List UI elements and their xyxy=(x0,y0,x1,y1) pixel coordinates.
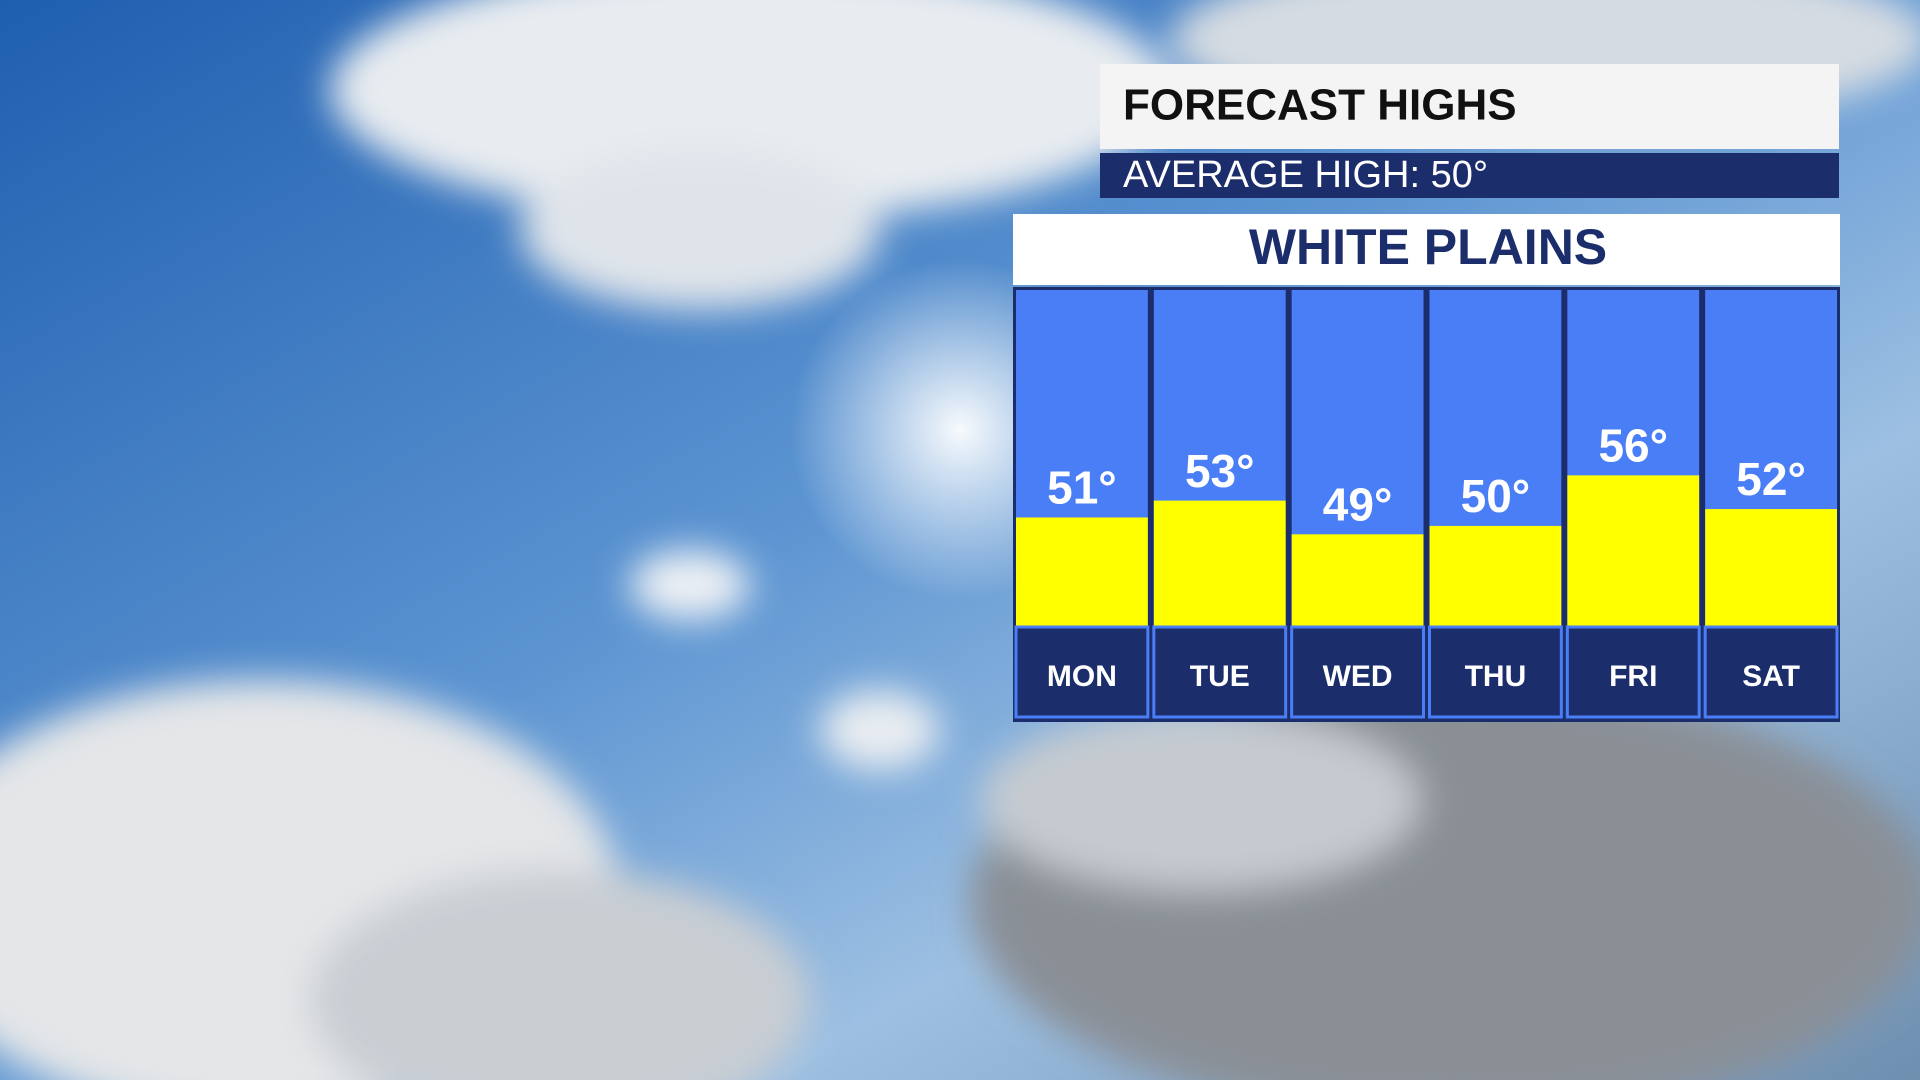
location: WHITE PLAINS xyxy=(1249,219,1607,275)
x-tick-label: THU xyxy=(1465,660,1527,693)
bar xyxy=(1429,525,1562,627)
x-tick-label: SAT xyxy=(1742,660,1800,693)
x-tick-label: FRI xyxy=(1609,660,1657,693)
bar xyxy=(1705,509,1837,627)
day-box xyxy=(1703,625,1839,719)
bar xyxy=(1153,500,1286,627)
chart-frame xyxy=(1013,287,1840,722)
chart-title: FORECAST HIGHS xyxy=(1123,81,1517,130)
day-box xyxy=(1428,625,1563,719)
title-box xyxy=(1100,64,1839,149)
day-box xyxy=(1014,625,1150,719)
value-label: 49° xyxy=(1323,478,1393,530)
value-label: 56° xyxy=(1598,420,1668,472)
x-tick-label: TUE xyxy=(1190,660,1250,693)
value-label: 52° xyxy=(1736,453,1806,505)
subtitle: AVERAGE HIGH: 50° xyxy=(1123,154,1488,196)
day-box xyxy=(1152,625,1288,719)
location-box xyxy=(1013,214,1840,285)
day-box xyxy=(1565,625,1701,719)
bar xyxy=(1567,475,1700,627)
value-label: 51° xyxy=(1047,462,1117,514)
value-label: 53° xyxy=(1185,445,1255,497)
day-box xyxy=(1290,625,1425,719)
x-tick-label: MON xyxy=(1047,660,1117,693)
bar xyxy=(1016,517,1148,627)
value-label: 50° xyxy=(1461,470,1531,522)
subtitle-box xyxy=(1100,153,1839,198)
x-tick-label: WED xyxy=(1323,660,1393,693)
bar xyxy=(1291,534,1424,627)
